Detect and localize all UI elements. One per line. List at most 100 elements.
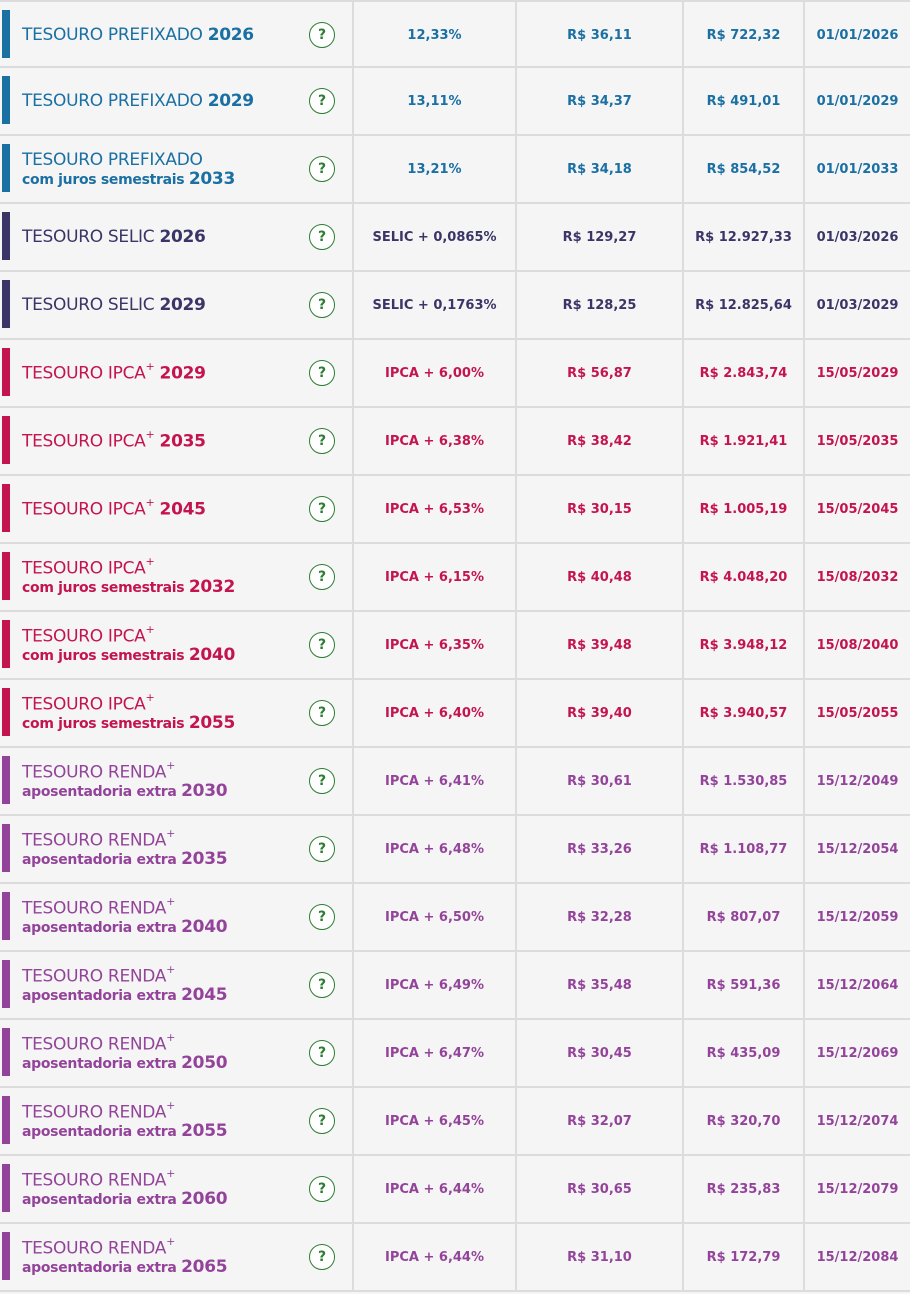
question-mark-circle-icon[interactable]: ? bbox=[309, 224, 335, 250]
bond-name[interactable]: TESOURO IPCA+ com juros semestrais 2055 bbox=[22, 680, 302, 746]
unit-price: R$ 235,83 bbox=[682, 1156, 803, 1222]
table-row[interactable]: TESOURO IPCA+ 2035? IPCA + 6,38% R$ 38,42 R… bbox=[0, 408, 910, 476]
bond-name[interactable]: TESOURO RENDA+ aposentadoria extra 2030 bbox=[22, 748, 302, 814]
table-row[interactable]: TESOURO RENDA+ aposentadoria extra 2030? I… bbox=[0, 748, 910, 816]
bond-name[interactable]: TESOURO RENDA+ aposentadoria extra 2035 bbox=[22, 816, 302, 882]
question-mark-circle-icon[interactable]: ? bbox=[309, 1040, 335, 1066]
maturity-date: 15/05/2035 bbox=[803, 408, 910, 474]
unit-price: R$ 172,79 bbox=[682, 1224, 803, 1290]
annual-rate: IPCA + 6,50% bbox=[352, 884, 515, 950]
question-mark-circle-icon[interactable]: ? bbox=[309, 768, 335, 794]
bond-name[interactable]: TESOURO IPCA+ com juros semestrais 2040 bbox=[22, 612, 302, 678]
table-row[interactable]: TESOURO RENDA+ aposentadoria extra 2040? I… bbox=[0, 884, 910, 952]
bond-title: TESOURO RENDA+ bbox=[22, 759, 302, 783]
bond-name[interactable]: TESOURO IPCA+ com juros semestrais 2032 bbox=[22, 544, 302, 610]
table-row[interactable]: TESOURO RENDA+ aposentadoria extra 2050? I… bbox=[0, 1020, 910, 1088]
bond-title-text: TESOURO IPCA bbox=[22, 626, 146, 647]
question-mark-circle-icon[interactable]: ? bbox=[309, 632, 335, 658]
unit-price: R$ 591,36 bbox=[682, 952, 803, 1018]
question-mark-circle-icon[interactable]: ? bbox=[309, 156, 335, 182]
bond-year: 2029 bbox=[159, 363, 206, 384]
category-color-bar bbox=[2, 688, 10, 736]
question-mark-circle-icon[interactable]: ? bbox=[309, 360, 335, 386]
bond-title-plus: + bbox=[166, 1030, 176, 1044]
minimum-investment: R$ 56,87 bbox=[515, 340, 682, 406]
annual-rate: IPCA + 6,47% bbox=[352, 1020, 515, 1086]
bond-name[interactable]: TESOURO PREFIXADO 2029 bbox=[22, 68, 302, 134]
table-row[interactable]: TESOURO RENDA+ aposentadoria extra 2055? I… bbox=[0, 1088, 910, 1156]
bond-name[interactable]: TESOURO RENDA+ aposentadoria extra 2050 bbox=[22, 1020, 302, 1086]
bond-title: TESOURO RENDA+ bbox=[22, 1099, 302, 1123]
table-row[interactable]: TESOURO RENDA+ aposentadoria extra 2045? I… bbox=[0, 952, 910, 1020]
maturity-date: 01/03/2026 bbox=[803, 204, 910, 270]
bond-name[interactable]: TESOURO RENDA+ aposentadoria extra 2060 bbox=[22, 1156, 302, 1222]
table-row[interactable]: TESOURO PREFIXADO 2029? 13,11% R$ 34,37 R$ … bbox=[0, 68, 910, 136]
bond-name[interactable]: TESOURO SELIC 2026 bbox=[22, 204, 302, 270]
question-mark-circle-icon[interactable]: ? bbox=[309, 972, 335, 998]
bond-title-text: TESOURO RENDA bbox=[22, 898, 167, 919]
category-color-bar bbox=[2, 892, 10, 940]
table-row[interactable]: TESOURO PREFIXADO com juros semestrais 20… bbox=[0, 136, 910, 204]
minimum-investment: R$ 34,37 bbox=[515, 68, 682, 134]
bond-name[interactable]: TESOURO PREFIXADO 2026 bbox=[22, 2, 302, 68]
maturity-date: 15/12/2079 bbox=[803, 1156, 910, 1222]
annual-rate: IPCA + 6,45% bbox=[352, 1088, 515, 1154]
bond-name[interactable]: TESOURO RENDA+ aposentadoria extra 2040 bbox=[22, 884, 302, 950]
question-mark-circle-icon[interactable]: ? bbox=[309, 836, 335, 862]
table-row[interactable]: TESOURO PREFIXADO 2026? 12,33% R$ 36,11 R$ … bbox=[0, 0, 910, 68]
bond-title-text: TESOURO SELIC bbox=[22, 295, 155, 315]
minimum-investment: R$ 33,26 bbox=[515, 816, 682, 882]
table-row[interactable]: TESOURO IPCA+ com juros semestrais 2032? I… bbox=[0, 544, 910, 612]
bond-title-plus: + bbox=[145, 554, 155, 568]
bond-year: 2055 bbox=[188, 713, 235, 734]
question-mark-circle-icon[interactable]: ? bbox=[309, 700, 335, 726]
bond-subtitle-text: aposentadoria extra bbox=[22, 784, 177, 801]
maturity-date: 01/01/2029 bbox=[803, 68, 910, 134]
question-mark-circle-icon[interactable]: ? bbox=[309, 564, 335, 590]
table-row[interactable]: TESOURO SELIC 2026? SELIC + 0,0865% R$ 129… bbox=[0, 204, 910, 272]
bond-name[interactable]: TESOURO IPCA+ 2045 bbox=[22, 476, 302, 542]
bond-name[interactable]: TESOURO PREFIXADO com juros semestrais 20… bbox=[22, 136, 302, 202]
unit-price: R$ 12.825,64 bbox=[682, 272, 803, 338]
table-row[interactable]: TESOURO IPCA+ 2029? IPCA + 6,00% R$ 56,87 R… bbox=[0, 340, 910, 408]
minimum-investment: R$ 32,28 bbox=[515, 884, 682, 950]
bond-year: 2035 bbox=[181, 849, 228, 870]
category-color-bar bbox=[2, 620, 10, 668]
bond-title-text: TESOURO RENDA bbox=[22, 1034, 167, 1055]
bond-name[interactable]: TESOURO SELIC 2029 bbox=[22, 272, 302, 338]
bond-subtitle-text: com juros semestrais bbox=[22, 171, 185, 188]
question-mark-circle-icon[interactable]: ? bbox=[309, 1108, 335, 1134]
question-mark-circle-icon[interactable]: ? bbox=[309, 1244, 335, 1270]
question-mark-circle-icon[interactable]: ? bbox=[309, 428, 335, 454]
question-mark-circle-icon[interactable]: ? bbox=[309, 22, 335, 48]
table-row[interactable]: TESOURO RENDA+ aposentadoria extra 2060? I… bbox=[0, 1156, 910, 1224]
bond-title-text: TESOURO IPCA bbox=[22, 694, 146, 715]
bond-name[interactable]: TESOURO IPCA+ 2035 bbox=[22, 408, 302, 474]
table-row[interactable]: TESOURO IPCA+ com juros semestrais 2040? I… bbox=[0, 612, 910, 680]
minimum-investment: R$ 30,65 bbox=[515, 1156, 682, 1222]
table-row[interactable]: TESOURO RENDA+ aposentadoria extra 2065? I… bbox=[0, 1224, 910, 1292]
table-row[interactable]: TESOURO IPCA+ com juros semestrais 2055? I… bbox=[0, 680, 910, 748]
bond-year: 2040 bbox=[181, 917, 228, 938]
question-mark-circle-icon[interactable]: ? bbox=[309, 88, 335, 114]
table-row[interactable]: TESOURO IPCA+ 2045? IPCA + 6,53% R$ 30,15 R… bbox=[0, 476, 910, 544]
bond-name[interactable]: TESOURO IPCA+ 2029 bbox=[22, 340, 302, 406]
bond-title: TESOURO PREFIXADO 2026 bbox=[22, 25, 302, 45]
question-mark-circle-icon[interactable]: ? bbox=[309, 496, 335, 522]
bond-title-plus: + bbox=[145, 690, 155, 704]
question-mark-circle-icon[interactable]: ? bbox=[309, 292, 335, 318]
table-row[interactable]: TESOURO RENDA+ aposentadoria extra 2035? I… bbox=[0, 816, 910, 884]
annual-rate: IPCA + 6,38% bbox=[352, 408, 515, 474]
question-mark-circle-icon[interactable]: ? bbox=[309, 1176, 335, 1202]
bond-title: TESOURO IPCA+ bbox=[22, 623, 302, 647]
table-row[interactable]: TESOURO SELIC 2029? SELIC + 0,1763% R$ 128… bbox=[0, 272, 910, 340]
bond-title-text: TESOURO RENDA bbox=[22, 1102, 167, 1123]
bond-name[interactable]: TESOURO RENDA+ aposentadoria extra 2065 bbox=[22, 1224, 302, 1290]
bond-name[interactable]: TESOURO RENDA+ aposentadoria extra 2045 bbox=[22, 952, 302, 1018]
bond-title: TESOURO RENDA+ bbox=[22, 1030, 302, 1055]
bond-name[interactable]: TESOURO RENDA+ aposentadoria extra 2055 bbox=[22, 1088, 302, 1154]
category-color-bar bbox=[2, 280, 10, 328]
bond-title-plus: + bbox=[166, 894, 176, 908]
question-mark-circle-icon[interactable]: ? bbox=[309, 904, 335, 930]
